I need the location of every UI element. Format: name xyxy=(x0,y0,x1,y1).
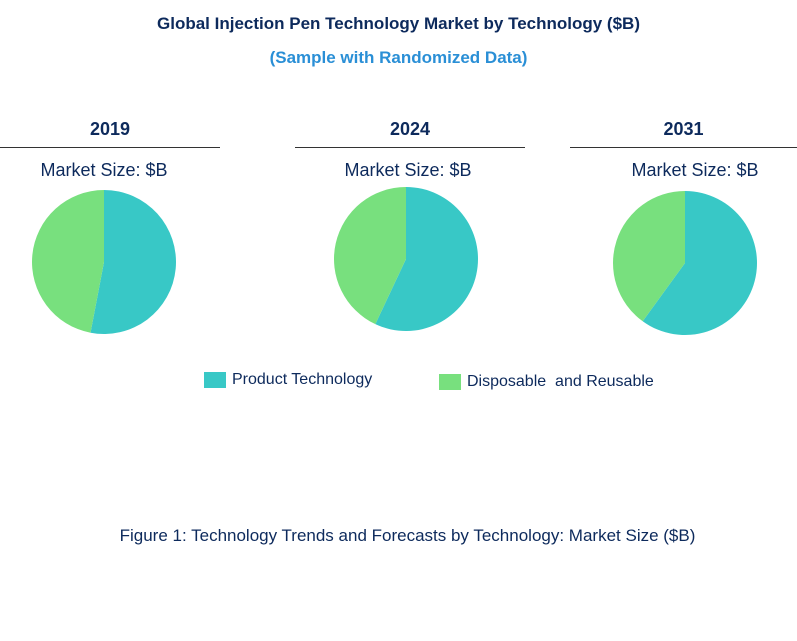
chart-title: Global Injection Pen Technology Market b… xyxy=(157,14,640,33)
year-label-2024: 2024 xyxy=(389,119,431,139)
pie-slice-2019-disposable-reusable xyxy=(31,190,104,333)
market-size-label: Market Size: $B xyxy=(40,160,168,180)
year-label-2019: 2019 xyxy=(89,119,131,139)
legend-swatch xyxy=(439,374,461,390)
market-size-label: Market Size: $B xyxy=(631,160,759,180)
figure-caption: Figure 1: Technology Trends and Forecast… xyxy=(119,526,696,545)
legend-label: Disposable and Reusable xyxy=(467,373,654,390)
market-size-label: Market Size: $B xyxy=(344,160,472,180)
year-label-2031: 2031 xyxy=(663,119,704,139)
divider xyxy=(295,147,525,148)
pie-slice-2031-product-technology xyxy=(642,191,757,336)
divider xyxy=(570,147,797,148)
pie-slice-2024-product-technology xyxy=(375,187,479,331)
pie-slice-2031-disposable-reusable xyxy=(613,191,685,322)
pie-slice-2024-disposable-reusable xyxy=(334,187,406,325)
legend-label: Product Technology xyxy=(232,371,373,388)
pie-slice-2019-product-technology xyxy=(90,190,176,334)
divider xyxy=(0,147,220,148)
chart-subtitle: (Sample with Randomized Data) xyxy=(269,48,528,67)
legend-item-product-technology: Product Technology xyxy=(204,371,372,389)
legend-item-disposable-reusable: Disposable and Reusable xyxy=(439,373,654,391)
legend-swatch xyxy=(204,372,226,388)
